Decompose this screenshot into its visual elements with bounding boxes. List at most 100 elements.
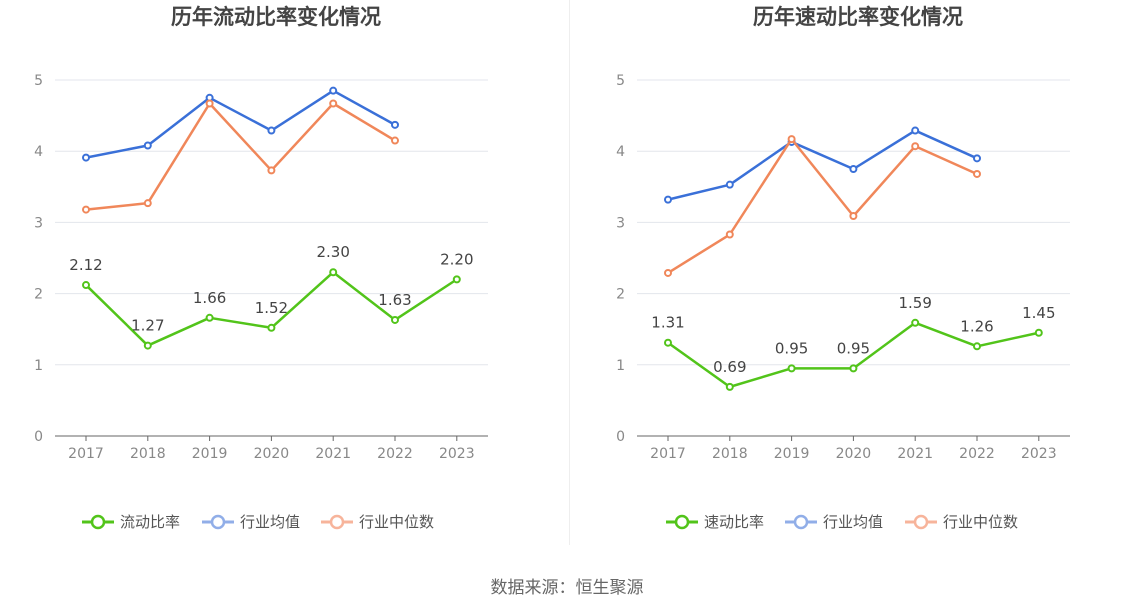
y-tick-label: 0 [616, 429, 625, 445]
legend-item-1[interactable]: 流动比率 [82, 513, 180, 531]
x-tick-label: 2018 [130, 446, 166, 462]
y-tick-label: 3 [616, 215, 625, 231]
data-point [329, 268, 338, 277]
data-point [725, 180, 734, 189]
y-tick-label: 3 [34, 215, 43, 231]
x-tick-label: 2020 [254, 446, 290, 462]
y-tick-label: 5 [34, 73, 43, 89]
legend-label: 行业均值 [823, 513, 883, 531]
legend-marker-icon [913, 514, 929, 530]
x-tick-label: 2019 [192, 446, 228, 462]
data-point [973, 342, 981, 351]
data-point [1034, 328, 1043, 337]
data-label: 2.12 [69, 256, 102, 274]
y-tick-label: 2 [616, 287, 625, 303]
x-tick-label: 2018 [712, 446, 748, 462]
data-label: 0.95 [775, 339, 808, 357]
data-label: 1.66 [193, 289, 226, 307]
series-line-3 [85, 102, 396, 211]
series-line-2 [667, 129, 978, 201]
data-point [329, 99, 338, 108]
legend-item-1[interactable]: 速动比率 [666, 513, 764, 531]
data-point [664, 268, 672, 277]
legend-marker-icon [329, 514, 345, 530]
x-tick-label: 2023 [1021, 446, 1057, 462]
data-source-footer: 数据来源：恒生聚源 [490, 578, 644, 598]
chart-panel-1: 历年流动比率变化情况 0 1 2 3 4 5 2017 2018 2019 2020 2021 2022… [34, 5, 488, 531]
x-tick-label: 2022 [377, 446, 413, 462]
legend-item-3[interactable]: 行业中位数 [905, 513, 1018, 531]
series-line-2 [85, 89, 396, 159]
data-point [725, 230, 734, 239]
x-tick-label: 2022 [959, 446, 995, 462]
legend-marker-icon [210, 514, 226, 530]
data-label: 0.95 [837, 339, 870, 357]
data-point [143, 341, 152, 350]
data-point [143, 141, 152, 150]
data-point [143, 199, 152, 208]
data-point [82, 205, 90, 214]
series-line-3 [667, 137, 978, 275]
y-tick-label: 4 [34, 144, 43, 160]
x-tick-label: 2023 [439, 446, 475, 462]
data-point [849, 364, 858, 373]
data-point [82, 153, 90, 162]
data-point [267, 166, 276, 175]
legend-marker-icon [90, 514, 106, 530]
legend-marker-icon [793, 514, 809, 530]
legend-label: 行业中位数 [943, 513, 1018, 531]
data-point [973, 154, 981, 163]
legend-label: 行业中位数 [359, 513, 434, 531]
data-point [911, 126, 920, 135]
data-point [267, 323, 276, 332]
data-point [664, 195, 672, 204]
data-point [725, 382, 734, 391]
data-label: 1.26 [960, 317, 993, 335]
legend-marker-icon [674, 514, 690, 530]
data-point [205, 99, 214, 108]
data-point [205, 313, 214, 322]
data-point [849, 211, 858, 220]
panel-divider [569, 0, 570, 545]
data-point [664, 338, 672, 347]
x-tick-label: 2017 [650, 446, 686, 462]
data-point [82, 281, 90, 290]
x-tick-label: 2019 [774, 446, 810, 462]
legend-item-2[interactable]: 行业均值 [785, 513, 883, 531]
data-point [911, 318, 920, 327]
data-point [329, 86, 338, 95]
data-label: 1.59 [898, 294, 931, 312]
y-tick-label: 4 [616, 144, 625, 160]
data-label: 2.20 [440, 250, 473, 268]
data-point [391, 315, 399, 324]
x-tick-label: 2021 [315, 446, 351, 462]
data-point [787, 364, 796, 373]
data-label: 0.69 [713, 358, 746, 376]
chart-title: 历年流动比率变化情况 [171, 5, 381, 29]
data-point [391, 136, 399, 145]
legend-label: 速动比率 [704, 513, 764, 531]
chart-title: 历年速动比率变化情况 [753, 5, 963, 29]
legend-label: 行业均值 [240, 513, 300, 531]
data-point [849, 165, 858, 173]
data-label: 1.45 [1022, 304, 1055, 322]
data-point [787, 135, 796, 144]
y-tick-label: 5 [616, 73, 625, 89]
data-label: 1.31 [651, 314, 684, 332]
data-point [973, 169, 981, 178]
legend-item-2[interactable]: 行业均值 [202, 513, 300, 531]
data-label: 1.27 [131, 317, 164, 335]
x-tick-label: 2017 [68, 446, 104, 462]
y-tick-label: 0 [34, 429, 43, 445]
chart-panel-2: 历年速动比率变化情况 0 1 2 3 4 5 2017 2018 2019 2020 2021 2022… [616, 5, 1070, 531]
legend-item-3[interactable]: 行业中位数 [321, 513, 434, 531]
data-label: 1.63 [378, 291, 411, 309]
x-tick-label: 2021 [897, 446, 933, 462]
legend-label: 流动比率 [120, 513, 180, 531]
y-tick-label: 2 [34, 287, 43, 303]
y-tick-label: 1 [616, 358, 625, 374]
x-tick-label: 2020 [836, 446, 872, 462]
data-point [267, 126, 276, 135]
data-point [911, 142, 920, 151]
